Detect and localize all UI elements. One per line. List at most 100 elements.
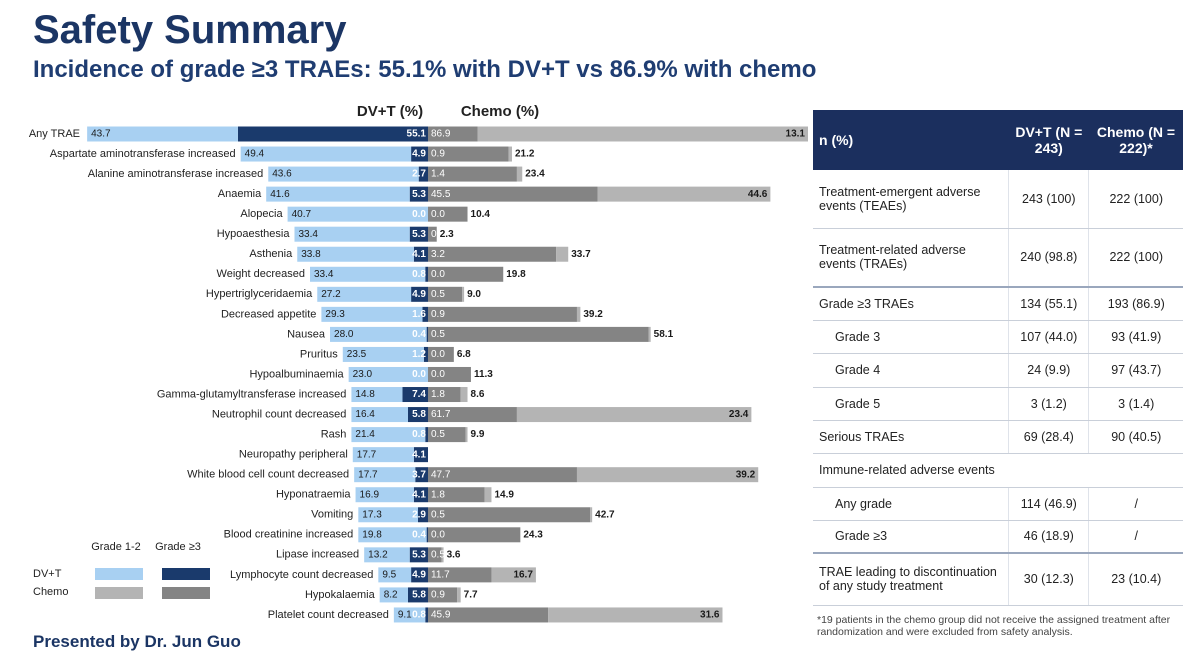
- table-cell: 243 (100): [1008, 170, 1089, 229]
- data-label: 23.4: [729, 409, 749, 420]
- table-cell: Serious TRAEs: [813, 420, 1009, 454]
- table-cell: 114 (46.9): [1008, 487, 1089, 521]
- category-label: Platelet count decreased: [268, 609, 389, 621]
- bar: [428, 306, 577, 322]
- bar: [358, 527, 427, 543]
- data-label: 9.9: [471, 429, 485, 440]
- data-label: 0.5: [431, 429, 445, 440]
- data-label: 0.0: [412, 369, 426, 380]
- data-label: 0.0: [431, 209, 445, 220]
- data-label: 42.7: [595, 509, 615, 520]
- data-label: 0.0: [431, 529, 445, 540]
- bar: [409, 186, 428, 202]
- bar: [423, 346, 428, 362]
- bar: [428, 507, 591, 523]
- bar: [407, 407, 428, 423]
- bar: [364, 547, 410, 563]
- data-label: 0.9: [431, 309, 445, 320]
- category-label: Blood creatinine increased: [224, 529, 354, 541]
- data-label: 1.2: [412, 349, 426, 360]
- bar: [556, 246, 569, 262]
- category-label: Neutrophil count decreased: [212, 408, 347, 420]
- data-label: 17.3: [362, 509, 382, 520]
- header-cell: Chemo (N = 222)*: [1088, 110, 1183, 170]
- category-label: Nausea: [287, 328, 326, 340]
- data-label: 33.8: [301, 249, 321, 260]
- bar: [477, 126, 808, 142]
- table-cell: Treatment-related adverse events (TRAEs): [813, 228, 1009, 288]
- bar: [342, 346, 424, 362]
- data-label: 47.7: [431, 469, 451, 480]
- legend-swatch: [95, 568, 143, 580]
- bar: [409, 226, 428, 242]
- data-label: 1.8: [431, 389, 445, 400]
- data-label: 2.3: [440, 229, 454, 240]
- bar: [597, 186, 771, 202]
- data-label: 0.5: [431, 329, 445, 340]
- category-label: Gamma-glutamyltransferase increased: [157, 388, 347, 400]
- category-label: Any TRAE: [29, 128, 80, 140]
- table-cell: TRAE leading to discontinuation of any s…: [813, 552, 1009, 606]
- bar: [352, 447, 414, 463]
- table-cell: Any grade: [813, 487, 1009, 521]
- data-label: 41.6: [270, 189, 290, 200]
- header-row: n (%) DV+T (N = 243) Chemo (N = 222)*: [813, 110, 1183, 170]
- table-cell: /: [1088, 520, 1183, 554]
- data-label: 6.8: [457, 349, 471, 360]
- category-label: Decreased appetite: [221, 308, 316, 320]
- bar: [317, 286, 412, 302]
- table-cell: Grade 5: [813, 387, 1009, 421]
- table-cell: 90 (40.5): [1088, 420, 1183, 454]
- data-label: 0.0: [412, 209, 426, 220]
- bar: [428, 427, 466, 443]
- data-label: 14.8: [355, 389, 375, 400]
- category-label: Hypertriglyceridaemia: [206, 288, 313, 300]
- bar: [87, 126, 238, 142]
- category-label: Alopecia: [240, 208, 283, 220]
- data-label: 24.3: [523, 529, 543, 540]
- data-label: 23.4: [525, 169, 545, 180]
- table-cell: Grade ≥3 TRAEs: [813, 286, 1009, 321]
- data-label: 39.2: [583, 309, 603, 320]
- category-label: Alanine aminotransferase increased: [88, 168, 264, 180]
- table-row: TRAE leading to discontinuation of any s…: [813, 552, 1183, 606]
- table-row: Grade 3 107 (44.0) 93 (41.9): [813, 320, 1183, 354]
- legend-swatch: [162, 568, 210, 580]
- bar: [351, 427, 426, 443]
- data-label: 27.2: [321, 289, 341, 300]
- legend-label: Chemo: [33, 586, 68, 598]
- data-label: 23.5: [347, 349, 367, 360]
- bar: [378, 567, 412, 583]
- table-cell: 93 (41.9): [1088, 320, 1183, 354]
- bar: [425, 607, 428, 623]
- data-label: 61.7: [431, 409, 451, 420]
- data-label: 5.3: [412, 549, 426, 560]
- bar: [428, 206, 468, 222]
- bar: [425, 427, 428, 443]
- data-label: 86.9: [431, 129, 451, 140]
- table-cell: 97 (43.7): [1088, 353, 1183, 388]
- data-label: 4.1: [412, 249, 426, 260]
- table-cell: 222 (100): [1088, 228, 1183, 288]
- data-label: 3.2: [431, 249, 445, 260]
- bar: [441, 547, 444, 563]
- bar: [415, 467, 428, 483]
- data-label: 33.4: [298, 229, 318, 240]
- bar: [576, 306, 581, 322]
- bar: [516, 166, 523, 182]
- category-label: Aspartate aminotransferase increased: [50, 148, 236, 160]
- bar: [428, 226, 437, 242]
- data-label: 11.7: [431, 570, 450, 581]
- data-label: 1.6: [412, 309, 426, 320]
- category-label: Rash: [321, 429, 347, 441]
- data-label: 4.9: [412, 570, 426, 581]
- bar: [457, 587, 461, 603]
- table-cell: Treatment-emergent adverse events (TEAEs…: [813, 170, 1009, 229]
- data-label: 13.1: [786, 129, 806, 140]
- bar: [648, 326, 651, 342]
- category-label: White blood cell count decreased: [187, 469, 349, 481]
- category-label: Lipase increased: [276, 549, 359, 561]
- data-label: 39.2: [736, 469, 756, 480]
- bar: [426, 326, 428, 342]
- category-label: Hypoaesthesia: [217, 228, 291, 240]
